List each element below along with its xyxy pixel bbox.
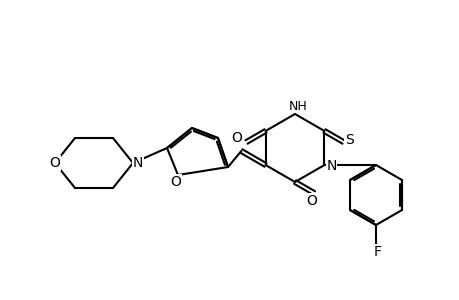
Text: O: O	[170, 175, 181, 189]
Text: NH: NH	[288, 100, 307, 112]
Text: O: O	[50, 156, 60, 170]
Text: S: S	[344, 133, 353, 147]
Text: N: N	[133, 156, 143, 170]
Text: F: F	[373, 245, 381, 259]
Text: O: O	[306, 194, 317, 208]
Text: O: O	[230, 131, 241, 145]
Text: N: N	[325, 159, 336, 173]
